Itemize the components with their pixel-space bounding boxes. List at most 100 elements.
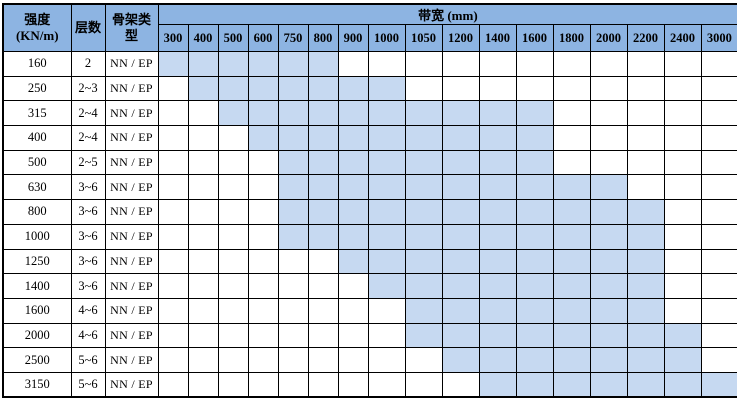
availability-cell-400-900 bbox=[337, 125, 369, 151]
availability-cell-1400-800 bbox=[307, 273, 339, 299]
availability-cell-2500-300 bbox=[157, 347, 189, 373]
spec-row-1600: 1600 4~6 NN / EP bbox=[2, 297, 737, 324]
availability-cell-800-600 bbox=[247, 199, 279, 225]
availability-cell-250-1800 bbox=[552, 75, 591, 102]
availability-cell-2500-1000 bbox=[367, 347, 406, 373]
availability-cell-1250-600 bbox=[247, 248, 279, 275]
spec-row-3150: 3150 5~6 NN / EP bbox=[2, 371, 737, 398]
availability-cell-250-2200 bbox=[626, 75, 665, 102]
availability-cell-1250-400 bbox=[187, 248, 219, 275]
frame-header-line2: 型 bbox=[124, 28, 138, 43]
frame-type-value: NN / EP bbox=[104, 149, 159, 176]
availability-cell-315-3000 bbox=[700, 100, 737, 127]
availability-cell-2500-750 bbox=[277, 347, 309, 373]
availability-cell-250-1000 bbox=[367, 75, 406, 102]
width-header-1000: 1000 bbox=[367, 24, 406, 52]
availability-cell-800-900 bbox=[337, 199, 369, 225]
layers-value: 2 bbox=[70, 51, 106, 77]
availability-cell-3150-2000 bbox=[589, 371, 628, 398]
availability-cell-400-2200 bbox=[626, 125, 665, 151]
availability-cell-1600-900 bbox=[337, 297, 369, 324]
availability-cell-315-750 bbox=[277, 100, 309, 127]
frame-type-value: NN / EP bbox=[104, 199, 159, 225]
availability-cell-400-1600 bbox=[515, 125, 554, 151]
availability-cell-250-500 bbox=[217, 75, 249, 102]
availability-cell-1000-1200 bbox=[441, 223, 480, 250]
availability-cell-2000-1050 bbox=[404, 322, 443, 349]
availability-cell-500-400 bbox=[187, 149, 219, 176]
width-header-1200: 1200 bbox=[441, 24, 480, 52]
availability-cell-315-2200 bbox=[626, 100, 665, 127]
availability-cell-500-3000 bbox=[700, 149, 737, 176]
availability-cell-315-1000 bbox=[367, 100, 406, 127]
availability-cell-250-2400 bbox=[663, 75, 702, 102]
column-header-layers: 层数 bbox=[70, 3, 106, 52]
availability-cell-500-2200 bbox=[626, 149, 665, 176]
availability-cell-630-2000 bbox=[589, 174, 628, 201]
availability-cell-1400-300 bbox=[157, 273, 189, 299]
availability-cell-1000-400 bbox=[187, 223, 219, 250]
strength-value: 3150 bbox=[2, 371, 72, 398]
availability-cell-2500-1800 bbox=[552, 347, 591, 373]
frame-type-value: NN / EP bbox=[104, 75, 159, 102]
availability-cell-315-500 bbox=[217, 100, 249, 127]
availability-cell-3150-1400 bbox=[478, 371, 517, 398]
availability-cell-2000-800 bbox=[307, 322, 339, 349]
availability-cell-1250-750 bbox=[277, 248, 309, 275]
availability-cell-800-800 bbox=[307, 199, 339, 225]
availability-cell-315-2000 bbox=[589, 100, 628, 127]
availability-cell-2500-500 bbox=[217, 347, 249, 373]
availability-cell-250-800 bbox=[307, 75, 339, 102]
availability-cell-2000-1200 bbox=[441, 322, 480, 349]
layers-value: 3~6 bbox=[70, 223, 106, 250]
availability-cell-500-750 bbox=[277, 149, 309, 176]
availability-cell-1000-1400 bbox=[478, 223, 517, 250]
width-header-1400: 1400 bbox=[478, 24, 517, 52]
availability-cell-1400-750 bbox=[277, 273, 309, 299]
width-header-300: 300 bbox=[157, 24, 189, 52]
width-header-1050: 1050 bbox=[404, 24, 443, 52]
width-header-2000: 2000 bbox=[589, 24, 628, 52]
strength-value: 250 bbox=[2, 75, 72, 102]
availability-cell-2000-1800 bbox=[552, 322, 591, 349]
availability-cell-500-2000 bbox=[589, 149, 628, 176]
availability-cell-800-750 bbox=[277, 199, 309, 225]
availability-cell-630-1400 bbox=[478, 174, 517, 201]
availability-cell-500-500 bbox=[217, 149, 249, 176]
availability-cell-400-1400 bbox=[478, 125, 517, 151]
frame-type-value: NN / EP bbox=[104, 174, 159, 201]
availability-cell-800-1600 bbox=[515, 199, 554, 225]
availability-cell-1000-1050 bbox=[404, 223, 443, 250]
strength-value: 630 bbox=[2, 174, 72, 201]
frame-type-value: NN / EP bbox=[104, 371, 159, 398]
availability-cell-160-2000 bbox=[589, 51, 628, 77]
availability-cell-500-1050 bbox=[404, 149, 443, 176]
availability-cell-1400-1200 bbox=[441, 273, 480, 299]
availability-cell-2500-900 bbox=[337, 347, 369, 373]
availability-cell-800-1050 bbox=[404, 199, 443, 225]
availability-cell-800-2400 bbox=[663, 199, 702, 225]
width-header-1600: 1600 bbox=[515, 24, 554, 52]
availability-cell-3150-300 bbox=[157, 371, 189, 398]
width-header-900: 900 bbox=[337, 24, 369, 52]
availability-cell-1400-400 bbox=[187, 273, 219, 299]
availability-cell-1600-800 bbox=[307, 297, 339, 324]
availability-cell-1250-1400 bbox=[478, 248, 517, 275]
header-row-top: 强度 (KN/m) 层数 骨架类 型 带宽 (mm) bbox=[2, 3, 737, 52]
availability-cell-630-1050 bbox=[404, 174, 443, 201]
frame-type-value: NN / EP bbox=[104, 347, 159, 373]
availability-cell-3150-900 bbox=[337, 371, 369, 398]
availability-cell-1250-1000 bbox=[367, 248, 406, 275]
availability-cell-1000-2200 bbox=[626, 223, 665, 250]
availability-cell-400-600 bbox=[247, 125, 279, 151]
availability-cell-1000-750 bbox=[277, 223, 309, 250]
availability-cell-400-400 bbox=[187, 125, 219, 151]
frame-type-value: NN / EP bbox=[104, 51, 159, 77]
availability-cell-2500-2400 bbox=[663, 347, 702, 373]
frame-type-value: NN / EP bbox=[104, 100, 159, 127]
availability-cell-160-1600 bbox=[515, 51, 554, 77]
width-header-500: 500 bbox=[217, 24, 249, 52]
availability-cell-160-1200 bbox=[441, 51, 480, 77]
availability-cell-1000-800 bbox=[307, 223, 339, 250]
availability-cell-1250-900 bbox=[337, 248, 369, 275]
